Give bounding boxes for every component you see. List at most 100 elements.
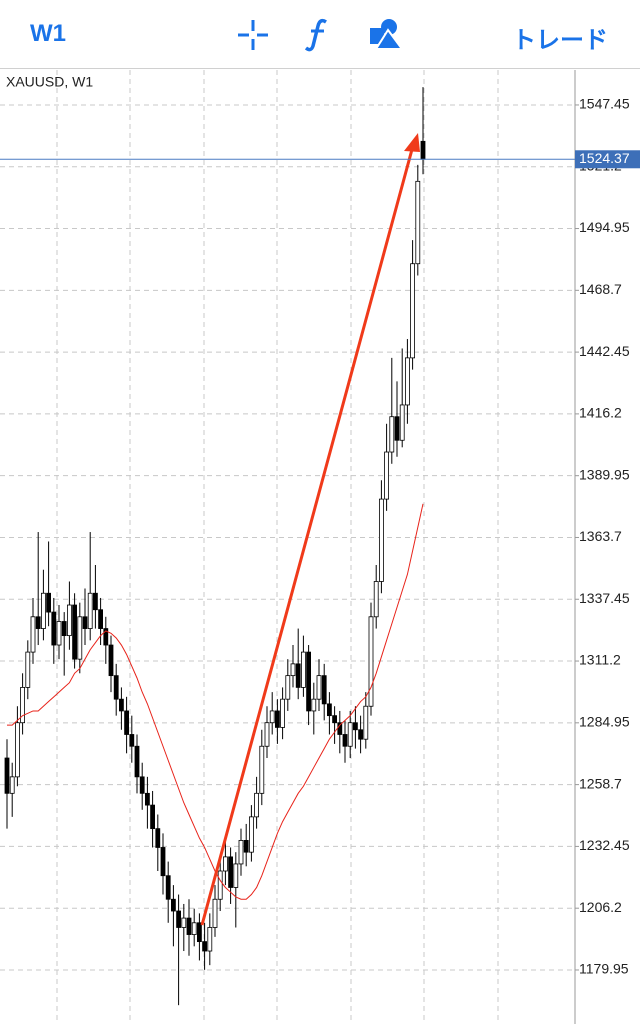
candle-body — [311, 698, 317, 712]
y-tick-label: 1232.45 — [579, 837, 630, 853]
candle-body — [103, 628, 109, 646]
y-tick-label: 1389.95 — [579, 466, 630, 482]
candle-body — [30, 616, 36, 653]
candle-body — [295, 663, 301, 688]
candle-body — [93, 592, 98, 611]
candle-body — [46, 592, 51, 613]
candle-body — [196, 922, 202, 943]
candle-body — [300, 651, 306, 688]
candle-body — [373, 581, 379, 618]
candle-body — [269, 710, 275, 724]
candle-body — [160, 847, 166, 877]
candle-body — [415, 180, 421, 265]
y-tick-label: 1494.95 — [579, 219, 630, 235]
y-tick-label: 1416.2 — [579, 405, 622, 421]
moving-average — [7, 503, 424, 900]
objects-icon[interactable] — [368, 16, 404, 52]
candle-body — [87, 592, 93, 629]
toolbar: W1 トレード — [0, 0, 640, 69]
candle-body — [176, 910, 182, 928]
timeframe-button[interactable]: W1 — [30, 20, 66, 47]
candle-body — [274, 710, 280, 728]
candle-body — [358, 729, 364, 740]
y-tick-label: 1179.95 — [579, 961, 629, 977]
candle-body — [332, 715, 338, 724]
candle-body — [410, 263, 416, 359]
candle-body — [4, 757, 10, 794]
candle-body — [217, 870, 223, 900]
candle-body — [82, 616, 88, 629]
time-grid — [56, 70, 499, 1024]
candle-body — [222, 856, 228, 872]
candle-body — [67, 604, 72, 637]
candle-body — [186, 917, 192, 935]
candle-body — [259, 745, 265, 794]
candle-body — [119, 698, 124, 712]
candle-body — [98, 609, 103, 629]
candle-body — [384, 451, 390, 500]
candle-body — [181, 917, 187, 928]
y-tick-label: 1311.2 — [579, 652, 621, 668]
candle-body — [191, 922, 197, 935]
chart-title: XAUUSD, W1 — [6, 74, 93, 90]
y-tick-label: 1468.7 — [579, 281, 622, 297]
candle-body — [378, 498, 384, 582]
candle-body — [238, 840, 244, 865]
candle-body — [25, 651, 31, 688]
candle-body — [306, 651, 312, 712]
candle-body — [129, 734, 135, 747]
candle-body — [342, 734, 348, 747]
candle-body — [14, 722, 20, 778]
candle-body — [321, 675, 327, 705]
candle-body — [212, 898, 218, 928]
trend-arrow — [200, 141, 416, 926]
candle-body — [420, 140, 426, 160]
candle-body — [20, 687, 26, 724]
candle-body — [248, 816, 254, 853]
candle-body — [155, 828, 161, 848]
candle-body — [165, 875, 171, 900]
trade-button[interactable]: トレード — [512, 27, 608, 54]
y-tick-label: 1442.45 — [579, 343, 630, 359]
y-tick-label: 1206.2 — [579, 899, 622, 915]
indicator-icon[interactable] — [304, 16, 332, 52]
y-tick-label: 1258.7 — [579, 775, 622, 791]
candle-body — [254, 792, 260, 818]
candle-body — [150, 804, 156, 830]
candle-body — [285, 675, 291, 700]
candle-body — [41, 592, 46, 629]
candle-body — [139, 776, 145, 794]
candle-body — [124, 710, 129, 735]
candle-body — [56, 621, 62, 646]
y-tick-label: 1547.45 — [579, 96, 630, 112]
y-tick-label: 1284.95 — [579, 714, 630, 730]
candle-body — [389, 416, 395, 453]
candle-body — [108, 644, 114, 677]
candle-body — [113, 675, 119, 700]
candle-body — [72, 604, 77, 660]
y-tick-label: 1337.45 — [579, 590, 630, 606]
current-price-label: 1524.37 — [579, 150, 630, 166]
candle-body — [404, 357, 410, 406]
candle-body — [144, 792, 150, 806]
candle-body — [207, 927, 213, 952]
candle-body — [77, 616, 83, 660]
candle-body — [243, 840, 249, 853]
candle-body — [228, 856, 234, 888]
candle-body — [9, 776, 15, 794]
candle-body — [51, 611, 57, 646]
candle-body — [202, 941, 208, 952]
trend-arrow-head — [404, 133, 420, 152]
candle-body — [399, 404, 405, 441]
y-tick-label: 1363.7 — [579, 528, 622, 544]
crosshair-icon[interactable] — [236, 18, 270, 52]
candle-body — [61, 621, 67, 637]
candle-body — [352, 722, 358, 731]
current-price-box — [575, 150, 640, 169]
candle-body — [233, 863, 239, 888]
candle-body — [134, 745, 140, 778]
candle-body — [368, 616, 374, 707]
candle-body — [290, 663, 296, 677]
